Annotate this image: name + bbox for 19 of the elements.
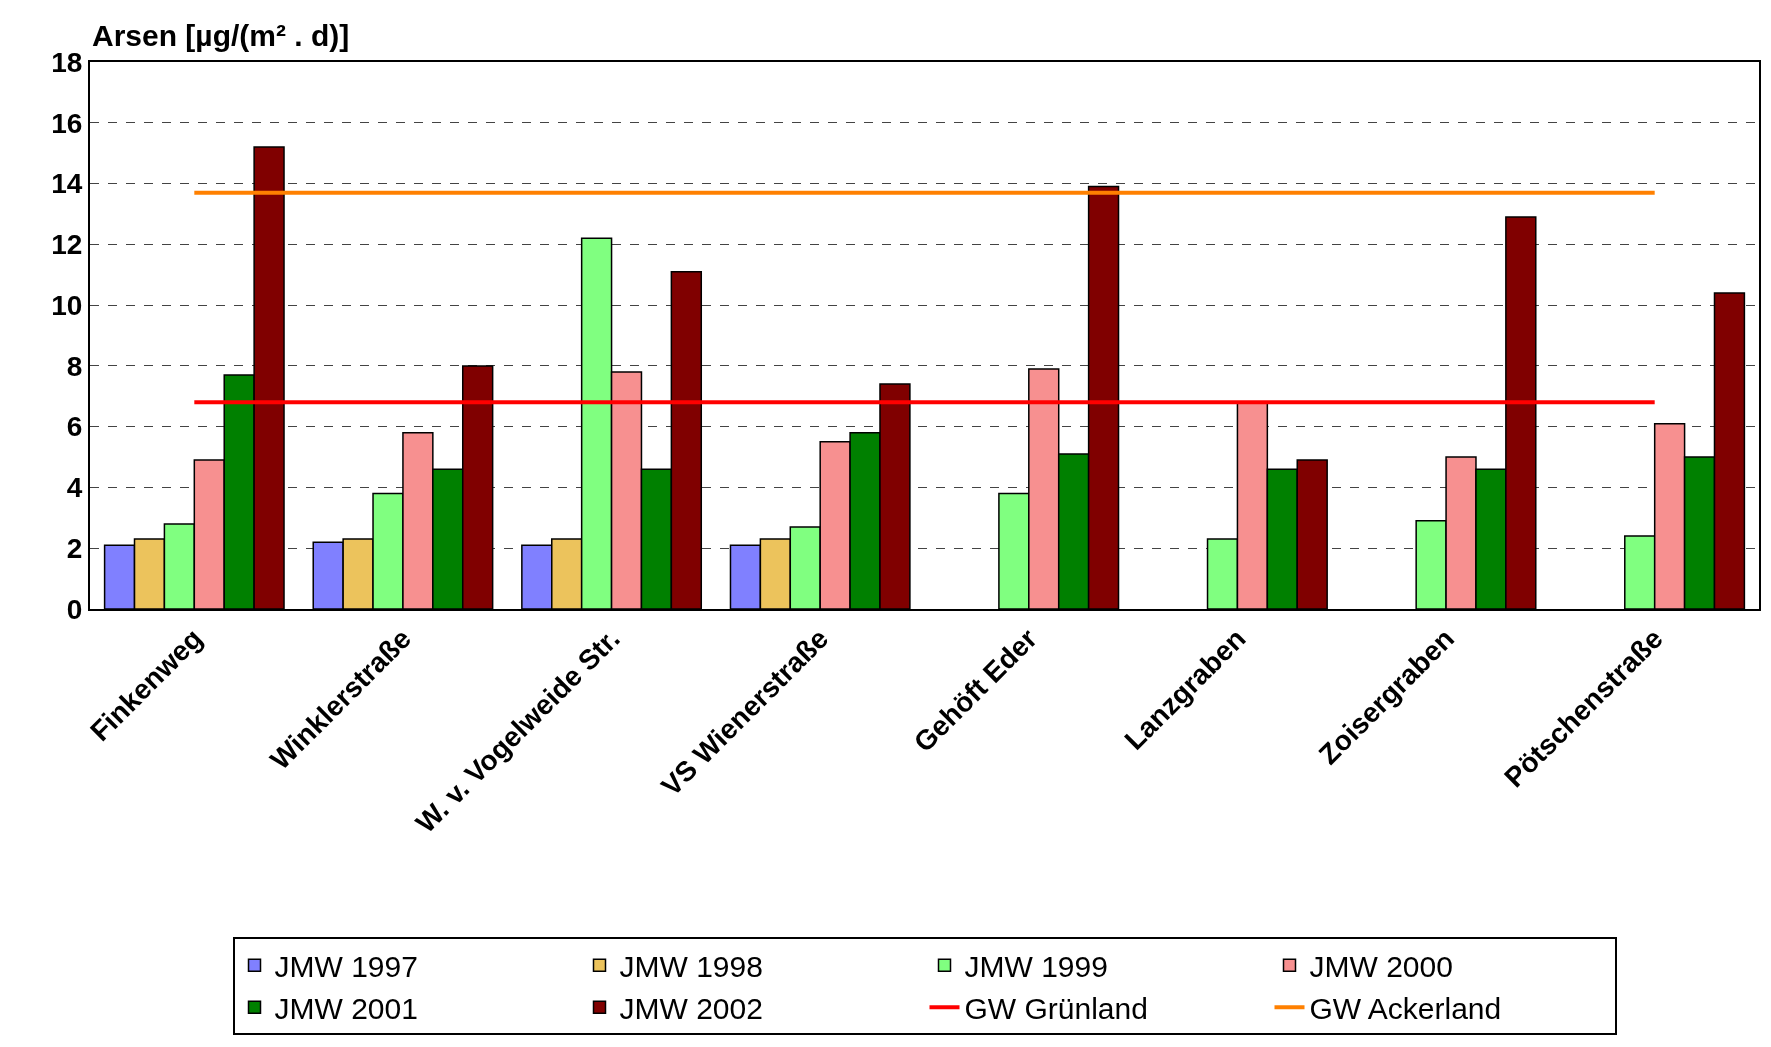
y-tick-label: 18 [51,46,83,78]
y-tick-label: 2 [66,533,83,565]
legend-label: JMW 1997 [274,949,418,983]
y-tick-label: 0 [66,593,83,625]
y-tick-label: 16 [51,107,83,139]
legend-label: GW Grünland [964,991,1148,1025]
legend-label: GW Ackerland [1309,991,1502,1025]
y-tick-label: 12 [51,229,83,261]
legend-label: JMW 2000 [1309,949,1453,983]
y-tick-label: 4 [66,472,83,504]
y-tick-label: 8 [66,350,83,382]
legend-label: JMW 2001 [274,991,418,1025]
legend-label: JMW 2002 [619,991,763,1025]
y-axis-title: Arsen [µg/(m² . d)] [92,19,350,52]
y-tick-label: 14 [51,168,83,200]
y-tick-label: 6 [66,411,83,443]
y-tick-label: 10 [51,289,83,321]
legend-label: JMW 1998 [619,949,763,983]
legend-label: JMW 1999 [964,949,1108,983]
